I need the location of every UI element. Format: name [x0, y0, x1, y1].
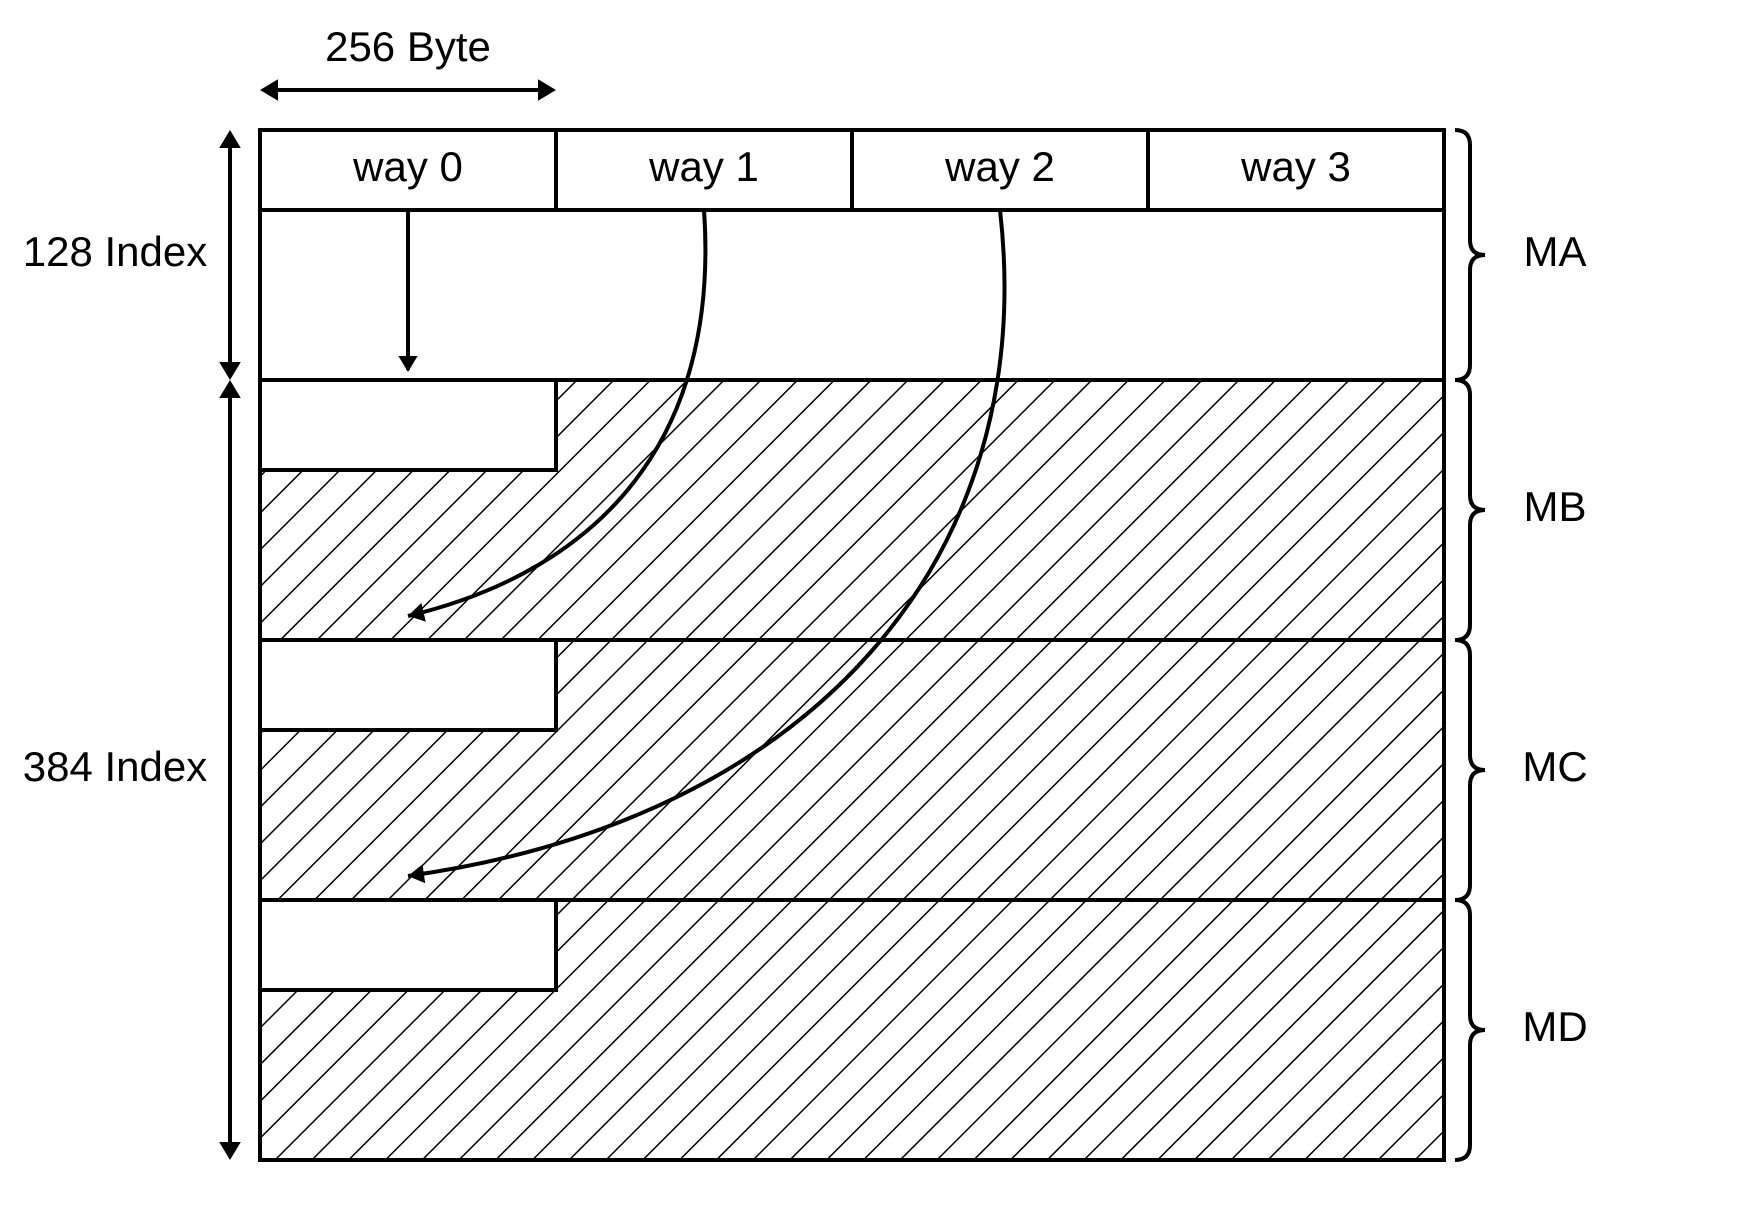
- region-MA-label: MA: [1524, 228, 1587, 275]
- slot-row-2: [260, 900, 556, 990]
- cache-diagram: way 0 way 1 way 2 way 3 256 Byte 128 Index 384…: [0, 0, 1759, 1227]
- idx-128-label: 128 Index: [23, 228, 208, 275]
- region-MC-label: MC: [1522, 743, 1587, 790]
- byte-width-label: 256 Byte: [325, 23, 491, 70]
- region-MB-brace: [1455, 380, 1485, 640]
- way-label-1: way 1: [648, 143, 759, 190]
- region-MA-brace: [1455, 130, 1485, 380]
- slot-row-1: [260, 640, 556, 730]
- idx-384-label: 384 Index: [23, 743, 208, 790]
- region-MC-brace: [1455, 640, 1485, 900]
- region-MD-brace: [1455, 900, 1485, 1160]
- way-label-3: way 3: [1240, 143, 1351, 190]
- region-MB-label: MB: [1524, 483, 1587, 530]
- hatched-region: [260, 380, 1444, 1160]
- slot-row-0: [260, 380, 556, 470]
- way-label-2: way 2: [944, 143, 1055, 190]
- region-MD-label: MD: [1522, 1003, 1587, 1050]
- way-label-0: way 0: [352, 143, 463, 190]
